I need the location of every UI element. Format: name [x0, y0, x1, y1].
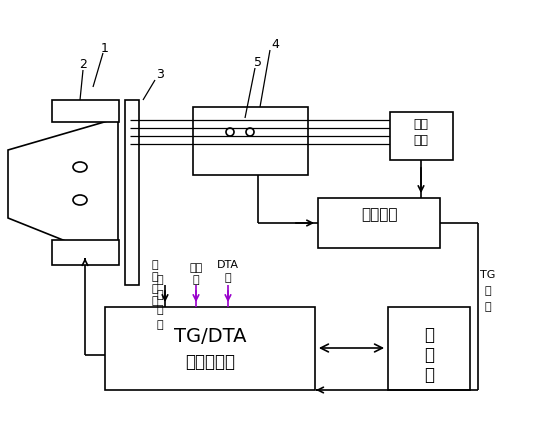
- Text: 4: 4: [271, 39, 279, 52]
- Text: 工: 工: [424, 326, 434, 344]
- Text: 功: 功: [157, 305, 163, 315]
- Text: 功: 功: [152, 284, 158, 294]
- Bar: [125, 100, 139, 285]
- Text: 加: 加: [157, 275, 163, 285]
- Text: 热: 热: [152, 272, 158, 282]
- Text: 作: 作: [424, 346, 434, 364]
- Bar: [52, 100, 119, 122]
- Text: 信: 信: [225, 273, 232, 283]
- Bar: [105, 307, 315, 390]
- Text: 1: 1: [101, 42, 109, 54]
- Text: 信: 信: [485, 286, 492, 296]
- Text: 率: 率: [152, 296, 158, 306]
- Text: 偏移: 偏移: [413, 117, 428, 131]
- Text: 中央处理器: 中央处理器: [185, 353, 235, 371]
- Text: DTA: DTA: [217, 260, 239, 270]
- Bar: [388, 307, 470, 390]
- Text: TG: TG: [480, 270, 496, 280]
- Bar: [52, 240, 119, 265]
- Text: 加: 加: [152, 260, 158, 270]
- Text: 温度: 温度: [189, 263, 203, 273]
- Text: 信: 信: [192, 275, 199, 285]
- Text: TG/DTA: TG/DTA: [174, 326, 246, 346]
- Text: 率: 率: [157, 320, 163, 330]
- Text: 天平回路: 天平回路: [361, 208, 397, 223]
- Polygon shape: [8, 118, 118, 262]
- Text: 2: 2: [79, 59, 87, 71]
- Text: 热: 热: [157, 290, 163, 300]
- Text: 站: 站: [424, 366, 434, 384]
- Text: 5: 5: [254, 57, 262, 70]
- Bar: [390, 112, 453, 160]
- Text: 3: 3: [156, 68, 164, 81]
- Text: 号: 号: [485, 302, 492, 312]
- Bar: [318, 198, 440, 248]
- Bar: [193, 107, 308, 175]
- Text: 传感: 传感: [413, 134, 428, 146]
